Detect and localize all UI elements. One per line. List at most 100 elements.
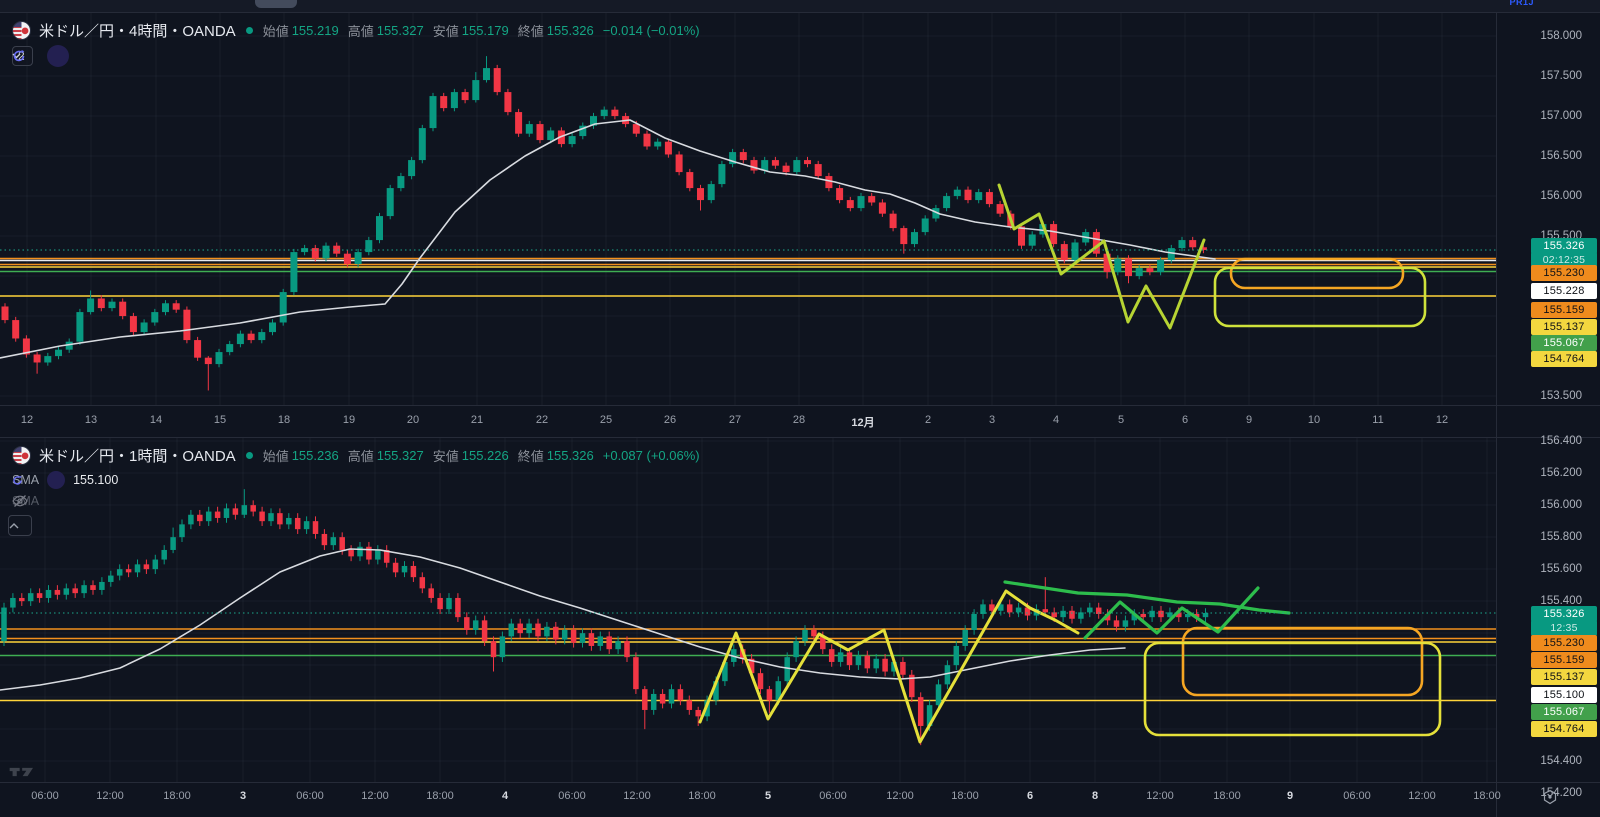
drawing-rect (1143, 641, 1442, 737)
symbol-title-1h[interactable]: 米ドル／円・1時間・OANDA (39, 448, 236, 465)
time-axis-label: 26 (663, 414, 677, 426)
sync-icon[interactable] (13, 45, 69, 67)
time-axis-label: 21 (470, 414, 484, 426)
price-badge-green: 155.067 (1531, 335, 1597, 351)
gridlines (0, 438, 1496, 782)
time-axis-label: 19 (342, 414, 356, 426)
candles (1, 56, 1207, 391)
time-axis-label: 27 (728, 414, 742, 426)
price-badge-yellow: 154.764 (1531, 721, 1597, 737)
time-axis-label: 15 (213, 414, 227, 426)
price-badge-green: 155.067 (1531, 704, 1597, 720)
high-label: 高値 (347, 449, 374, 464)
price-badge-white: 155.100 (1531, 687, 1597, 703)
price-axis-label: 156.400 (1540, 435, 1582, 447)
sync-icon[interactable] (13, 471, 66, 489)
price-badge-teal2: 12:35 (1531, 620, 1597, 636)
price-axis-label: 155.400 (1540, 595, 1582, 607)
price-axis-label: 156.000 (1540, 190, 1582, 202)
price-axis-label: 157.500 (1540, 70, 1582, 82)
low-value: 155.179 (461, 23, 509, 38)
symbol-title-4h[interactable]: 米ドル／円・4時間・OANDA (39, 23, 236, 40)
time-axis-separator-top (0, 405, 1600, 406)
time-axis-label: 06:00 (296, 790, 324, 802)
chevron-up-icon (9, 522, 19, 528)
candle-group-count: 2 (18, 49, 25, 63)
price-badge-yellow: 154.764 (1531, 351, 1597, 367)
price-axis-label: 155.800 (1540, 531, 1582, 543)
time-axis-label: 5 (1117, 414, 1125, 426)
time-axis-label: 12:00 (1408, 790, 1436, 802)
price-badge-orange: 155.230 (1531, 635, 1597, 651)
sma-label[interactable]: SMA (12, 494, 40, 508)
close-label: 終値 (517, 449, 544, 464)
low-label: 安値 (432, 24, 459, 39)
price-badge-teal: 155.326 (1531, 238, 1597, 254)
time-axis-label: 12月 (851, 417, 875, 429)
time-axis-label: 18:00 (688, 790, 716, 802)
price-axis-label: 155.600 (1540, 563, 1582, 575)
zigzag-drawing (997, 183, 1206, 330)
high-value: 155.327 (376, 23, 424, 38)
time-axis-label: 18:00 (426, 790, 454, 802)
time-axis-label: 18:00 (1213, 790, 1241, 802)
top-browser-strip: PR1J (0, 0, 1600, 13)
time-axis-label: 18 (277, 414, 291, 426)
time-axis-label: 4 (501, 790, 509, 802)
symbol-header-4h: 米ドル／円・4時間・OANDA 始値 155.219 高値 155.327 安値 15… (12, 20, 700, 41)
price-axis-label: 158.000 (1540, 30, 1582, 42)
time-axis-label: 9 (1245, 414, 1253, 426)
time-axis-label: 6 (1026, 790, 1034, 802)
price-badge-orange: 155.159 (1531, 302, 1597, 318)
time-axis-label: 12 (20, 414, 34, 426)
price-axis-label: 153.500 (1540, 390, 1582, 402)
sma-row-hidden: SMA (12, 494, 39, 508)
trendline-drawing (1003, 580, 1291, 615)
price-badge-yellow: 155.137 (1531, 319, 1597, 335)
zigzag-drawing (1083, 586, 1260, 640)
chart-toolbar: 2 (12, 45, 69, 67)
price-axis-label: 157.000 (1540, 110, 1582, 122)
candles (1, 489, 1209, 746)
time-axis-label: 14 (149, 414, 163, 426)
price-badge-orange: 155.159 (1531, 652, 1597, 668)
drawing-rect (1181, 626, 1424, 697)
collapse-pane-button[interactable] (8, 515, 32, 536)
time-axis-label: 06:00 (1343, 790, 1371, 802)
time-axis-label: 4 (1052, 414, 1060, 426)
time-axis-label: 18:00 (951, 790, 979, 802)
change-value-1h: +0.087 (+0.06%) (602, 448, 700, 463)
price-axis-separator[interactable] (1496, 13, 1497, 817)
time-axis-label: 6 (1181, 414, 1189, 426)
price-axis-label: 156.500 (1540, 150, 1582, 162)
ohlc-values-1h: 始値 155.236 高値 155.327 安値 155.226 終値 155.326 … (263, 446, 700, 465)
drawing-rect (1229, 257, 1405, 290)
time-axis-label: 28 (792, 414, 806, 426)
time-axis-label: 06:00 (31, 790, 59, 802)
time-axis-label: 3 (988, 414, 996, 426)
time-axis-label: 12:00 (886, 790, 914, 802)
eye-off-icon[interactable] (12, 494, 28, 508)
gridlines (0, 13, 1496, 405)
open-label: 始値 (262, 24, 289, 39)
time-axis-label: 12:00 (361, 790, 389, 802)
time-axis-label: 25 (599, 414, 613, 426)
low-label: 安値 (432, 449, 459, 464)
close-label: 終値 (517, 24, 544, 39)
time-axis-label: 5 (764, 790, 772, 802)
market-status-icon (245, 452, 253, 459)
low-value: 155.226 (461, 448, 509, 463)
candlestick-chart-1h[interactable] (0, 438, 1496, 782)
drawing-rect (1213, 266, 1427, 328)
pane-divider[interactable] (0, 437, 1600, 438)
symbol-header-1h: 米ドル／円・1時間・OANDA 始値 155.236 高値 155.327 安値 15… (12, 445, 700, 466)
time-axis-label: 18:00 (1473, 790, 1501, 802)
high-label: 高値 (347, 24, 374, 39)
time-axis-label: 12:00 (96, 790, 124, 802)
candlestick-chart-4h[interactable] (0, 13, 1496, 405)
time-axis-label: 12 (1435, 414, 1449, 426)
open-value: 155.219 (291, 23, 339, 38)
time-axis-label: 13 (84, 414, 98, 426)
time-axis-label: 22 (535, 414, 549, 426)
